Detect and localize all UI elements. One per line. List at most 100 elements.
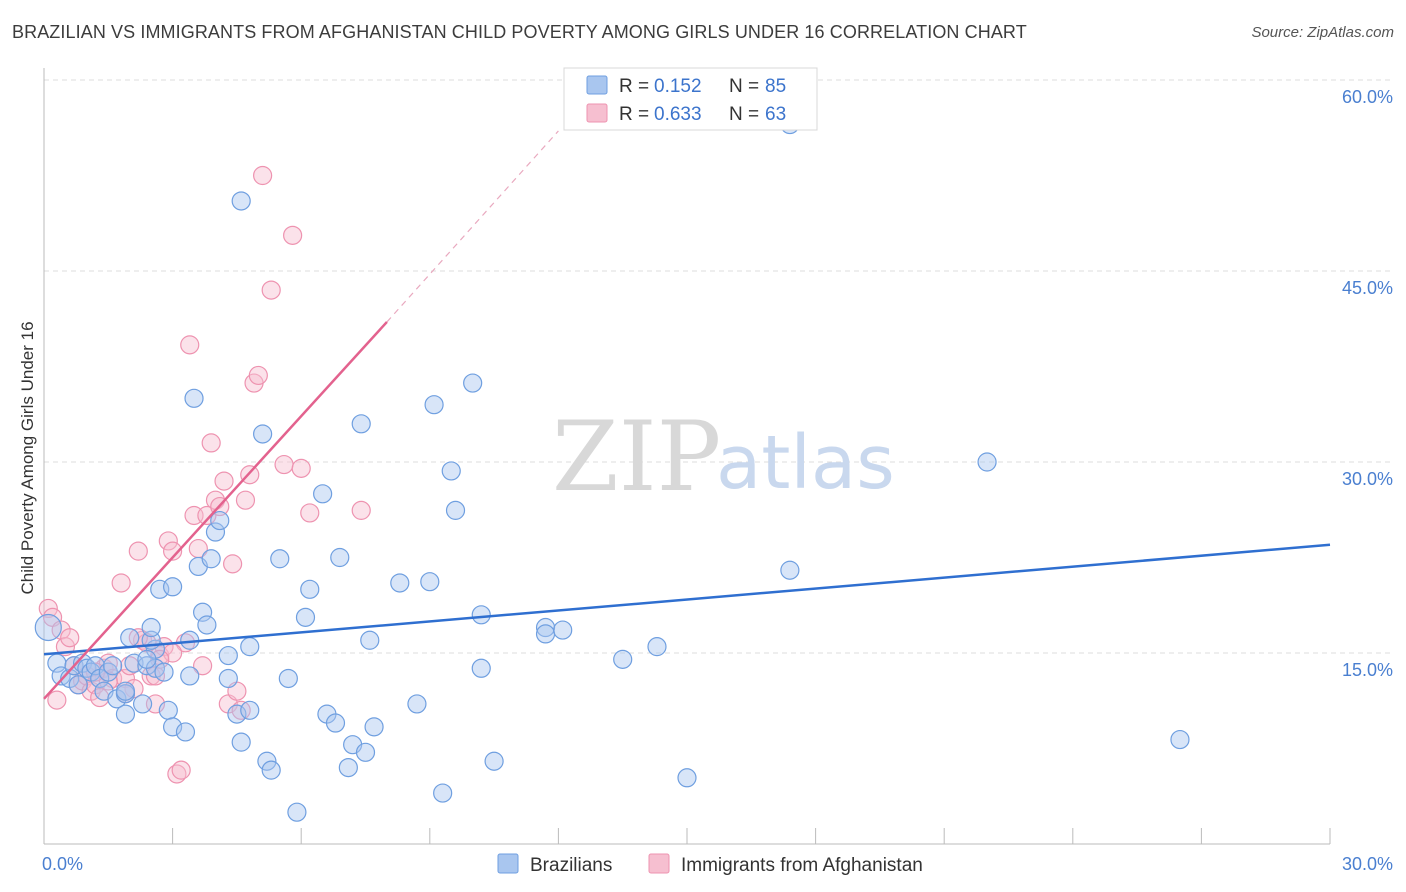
data-point-brazilians [338, 757, 358, 778]
data-point-brazilians [132, 694, 153, 714]
watermark-atlas: atlas [716, 420, 895, 506]
data-point-afghanistan [351, 500, 371, 520]
legend-n-value: 85 [765, 76, 786, 97]
data-point-afghanistan [47, 690, 67, 710]
bottom-legend-brazilians: Brazilians [530, 855, 612, 876]
data-point-brazilians [471, 658, 491, 678]
data-point-brazilians [240, 700, 260, 720]
data-point-afghanistan [274, 454, 294, 475]
data-point-brazilians [227, 704, 247, 724]
data-point-afghanistan [261, 280, 281, 300]
data-point-brazilians [257, 751, 277, 771]
data-point-afghanistan [111, 573, 131, 593]
y-axis-label: Child Poverty Among Girls Under 16 [18, 321, 37, 594]
data-point-brazilians [351, 414, 371, 434]
series-afghanistan-points [38, 165, 371, 784]
y-tick-label: 15.0% [1342, 660, 1393, 680]
trend-lines [43, 130, 1331, 700]
data-point-brazilians [313, 484, 333, 504]
data-point-afghanistan [201, 433, 221, 453]
y-tick-label: 30.0% [1342, 469, 1393, 489]
trend-line-afghanistan-extension [386, 130, 559, 323]
x-tick-label: 0.0% [42, 854, 83, 874]
legend-r-label: R = [619, 76, 649, 97]
data-point-brazilians [115, 704, 136, 724]
data-point-brazilians [330, 547, 350, 568]
data-point-afghanistan [180, 335, 200, 355]
data-point-brazilians [360, 630, 380, 650]
data-point-brazilians [977, 452, 997, 472]
data-point-afghanistan [291, 458, 311, 478]
bottom-legend-swatch-pink [648, 853, 670, 874]
data-point-brazilians [158, 700, 178, 720]
series-brazilians-points [34, 114, 1190, 822]
data-point-brazilians [218, 645, 238, 666]
data-point-brazilians [355, 742, 376, 762]
data-point-brazilians [390, 573, 410, 593]
chart-source: Source: ZipAtlas.com [1251, 24, 1394, 41]
data-point-brazilians [471, 605, 491, 625]
data-point-afghanistan [38, 598, 58, 619]
data-point-brazilians [535, 624, 556, 644]
legend-swatch-blue [586, 75, 608, 95]
data-point-brazilians [163, 717, 183, 737]
grid-lines [44, 79, 1392, 654]
data-point-brazilians [175, 722, 196, 742]
axes [43, 68, 1331, 845]
legend-r-label: R = [619, 104, 649, 125]
chart-title: BRAZILIAN VS IMMIGRANTS FROM AFGHANISTAN… [12, 22, 1027, 42]
data-point-brazilians [154, 662, 174, 682]
trend-line-brazilians [43, 543, 1331, 656]
legend-r-value: 0.152 [654, 76, 702, 97]
tick-labels: 15.0% 30.0% 45.0% 60.0% 0.0% 30.0% [42, 87, 1393, 874]
data-point-brazilians [270, 549, 290, 569]
data-point-brazilians [68, 675, 88, 695]
data-point-brazilians [484, 751, 504, 771]
data-point-brazilians [463, 373, 483, 393]
y-tick-label: 60.0% [1342, 87, 1393, 107]
data-point-brazilians [420, 572, 440, 592]
x-tick-label: 30.0% [1342, 854, 1393, 874]
data-point-brazilians [231, 732, 251, 752]
data-point-afghanistan [171, 760, 191, 780]
bottom-legend-swatch-blue [497, 853, 519, 874]
data-point-brazilians [261, 760, 281, 780]
data-point-brazilians [553, 620, 573, 640]
data-point-brazilians [231, 191, 251, 211]
legend-r-value: 0.633 [654, 104, 702, 125]
data-point-brazilians [325, 713, 346, 733]
data-point-afghanistan [283, 225, 303, 245]
data-point-brazilians [1170, 729, 1190, 750]
data-point-brazilians [102, 656, 123, 676]
data-point-brazilians [115, 681, 136, 701]
legend-n-label: N = [729, 104, 759, 125]
data-point-brazilians [184, 388, 204, 408]
data-point-brazilians [647, 637, 667, 657]
legend-n-label: N = [729, 76, 759, 97]
data-point-afghanistan [193, 656, 213, 676]
data-point-brazilians [163, 577, 183, 597]
data-point-brazilians [295, 607, 316, 627]
data-point-brazilians [197, 615, 217, 635]
data-point-brazilians [34, 613, 62, 642]
data-point-brazilians [253, 424, 273, 444]
data-point-afghanistan [235, 490, 256, 510]
data-point-afghanistan [253, 165, 273, 186]
data-point-afghanistan [158, 531, 178, 551]
legend-swatch-pink [586, 103, 608, 123]
bottom-legend-afghanistan: Immigrants from Afghanistan [681, 855, 923, 876]
data-point-brazilians [613, 649, 633, 669]
data-point-afghanistan [300, 503, 320, 523]
data-point-afghanistan [223, 554, 243, 574]
trend-line-afghanistan [43, 321, 388, 700]
data-point-afghanistan [128, 541, 148, 561]
data-point-brazilians [445, 500, 466, 520]
data-point-brazilians [407, 694, 427, 714]
data-point-brazilians [201, 549, 221, 569]
data-point-afghanistan [163, 541, 183, 561]
legend-n-value: 63 [765, 104, 786, 125]
data-point-brazilians [278, 668, 298, 689]
data-point-brazilians [240, 637, 260, 657]
data-point-brazilians [780, 560, 800, 580]
